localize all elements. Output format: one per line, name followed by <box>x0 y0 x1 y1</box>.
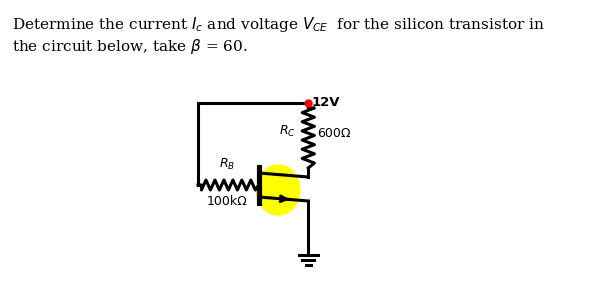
Text: Determine the current $I_c$ and voltage $V_{CE}$  for the silicon transistor in: Determine the current $I_c$ and voltage … <box>12 15 545 34</box>
Text: 100kΩ: 100kΩ <box>206 195 247 208</box>
Text: 12V: 12V <box>312 96 340 108</box>
Text: 600Ω: 600Ω <box>317 127 350 140</box>
Text: $R_C$: $R_C$ <box>280 124 296 139</box>
Text: $R_B$: $R_B$ <box>218 157 235 172</box>
Text: the circuit below, take $\beta$ = 60.: the circuit below, take $\beta$ = 60. <box>12 37 248 56</box>
Circle shape <box>256 165 299 215</box>
